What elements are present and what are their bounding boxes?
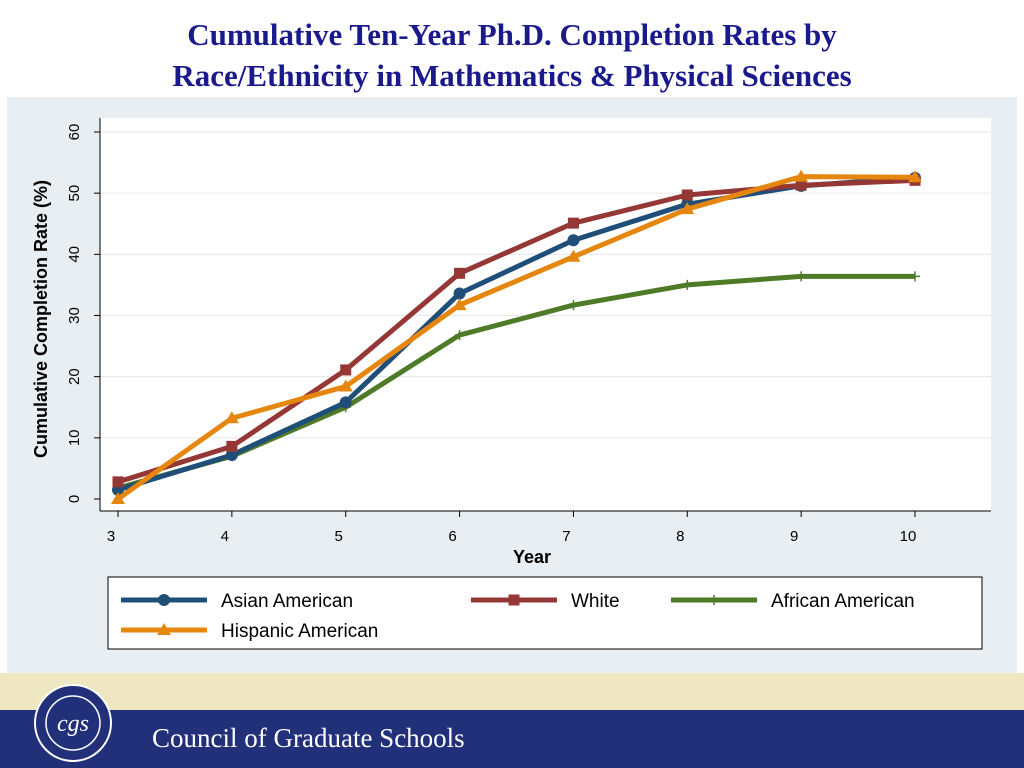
data-point-white-8 <box>681 189 693 201</box>
x-tick-label-5: 5 <box>335 528 343 545</box>
series-line-hispanic-american <box>116 174 916 502</box>
series-hispanic-american <box>111 169 922 504</box>
data-point-african-american-7 <box>568 300 579 311</box>
data-point-asian-american-6 <box>453 287 466 300</box>
data-point-asian-american-4 <box>225 448 238 461</box>
data-point-african-american-8 <box>682 279 693 290</box>
y-tick-label-30: 30 <box>66 307 83 324</box>
data-point-white-3 <box>112 476 124 488</box>
legend-item-white: White <box>471 591 620 612</box>
legend-label-hispanic-american: Hispanic American <box>221 621 378 642</box>
legend-box <box>107 576 983 650</box>
x-tick-label-6: 6 <box>448 528 456 545</box>
data-point-hispanic-american-5 <box>338 379 353 392</box>
data-point-african-american-9 <box>796 271 807 282</box>
legend-marker-white <box>508 594 520 606</box>
axes <box>99 118 991 512</box>
legend-label-asian-american: Asian American <box>221 591 353 612</box>
y-tick-label-10: 10 <box>66 429 83 446</box>
data-point-hispanic-american-7 <box>566 249 581 262</box>
series-white <box>112 174 921 488</box>
legend-marker-african-american <box>709 595 719 605</box>
slide-title-line-1: Cumulative Ten-Year Ph.D. Completion Rat… <box>187 17 837 52</box>
chart-panel: 0 10 20 30 40 50 60 3 4 5 6 7 8 9 10 Cumulative Compl… <box>7 97 1017 673</box>
data-point-white-4 <box>226 440 238 452</box>
legend-label-white: White <box>571 591 620 612</box>
data-point-white-6 <box>454 267 466 279</box>
slide-title-line-2: Race/Ethnicity in Mathematics & Physical… <box>172 58 852 93</box>
x-tick-label-7: 7 <box>562 528 570 545</box>
x-tick-label-10: 10 <box>900 528 917 545</box>
x-axis-label: Year <box>513 547 551 567</box>
slide-title: Cumulative Ten-Year Ph.D. Completion Rat… <box>0 14 1024 96</box>
seal-monogram: cgs <box>57 711 89 737</box>
x-tick-label-8: 8 <box>676 528 684 545</box>
y-ticks: 0 10 20 30 40 50 60 <box>66 124 100 503</box>
data-point-african-american-10 <box>910 271 920 282</box>
legend-item-asian-american: Asian American <box>121 591 353 612</box>
legend-item-hispanic-american: Hispanic American <box>121 621 378 642</box>
data-point-white-9 <box>795 179 807 191</box>
line-chart: 0 10 20 30 40 50 60 3 4 5 6 7 8 9 10 Cumulative Compl… <box>31 118 991 650</box>
data-point-african-american-6 <box>454 330 465 341</box>
data-point-hispanic-american-8 <box>680 202 695 215</box>
x-tick-label-4: 4 <box>221 528 229 545</box>
data-point-white-5 <box>340 364 352 376</box>
y-axis-label: Cumulative Completion Rate (%) <box>31 180 51 458</box>
x-tick-label-3: 3 <box>107 528 115 545</box>
legend-marker-hispanic-american <box>157 623 171 635</box>
cgs-seal-logo: cgs <box>34 684 112 762</box>
data-point-hispanic-american-3 <box>111 492 125 504</box>
data-point-asian-american-7 <box>567 234 580 247</box>
y-tick-label-50: 50 <box>66 185 83 202</box>
y-tick-label-20: 20 <box>66 368 83 385</box>
y-tick-label-40: 40 <box>66 246 83 263</box>
legend-item-african-american: African American <box>671 591 915 612</box>
x-ticks: 3 4 5 6 7 8 9 10 <box>107 511 917 545</box>
series-lines <box>111 169 922 504</box>
data-point-hispanic-american-10 <box>908 170 922 183</box>
data-point-hispanic-american-6 <box>452 298 467 311</box>
data-point-asian-american-5 <box>339 396 352 409</box>
data-point-hispanic-american-4 <box>224 411 239 424</box>
data-point-white-7 <box>567 217 579 229</box>
footer-bar <box>0 710 1024 768</box>
data-point-hispanic-american-9 <box>794 169 809 182</box>
y-tick-label-0: 0 <box>66 495 83 503</box>
x-tick-label-9: 9 <box>790 528 798 545</box>
legend-label-african-american: African American <box>771 591 915 612</box>
y-tick-label-60: 60 <box>66 124 83 141</box>
series-line-white <box>117 177 916 485</box>
footer-organization-name: Council of Graduate Schools <box>152 723 465 753</box>
legend: Asian American White African American Hispa… <box>121 591 915 642</box>
legend-marker-asian-american <box>158 594 170 606</box>
